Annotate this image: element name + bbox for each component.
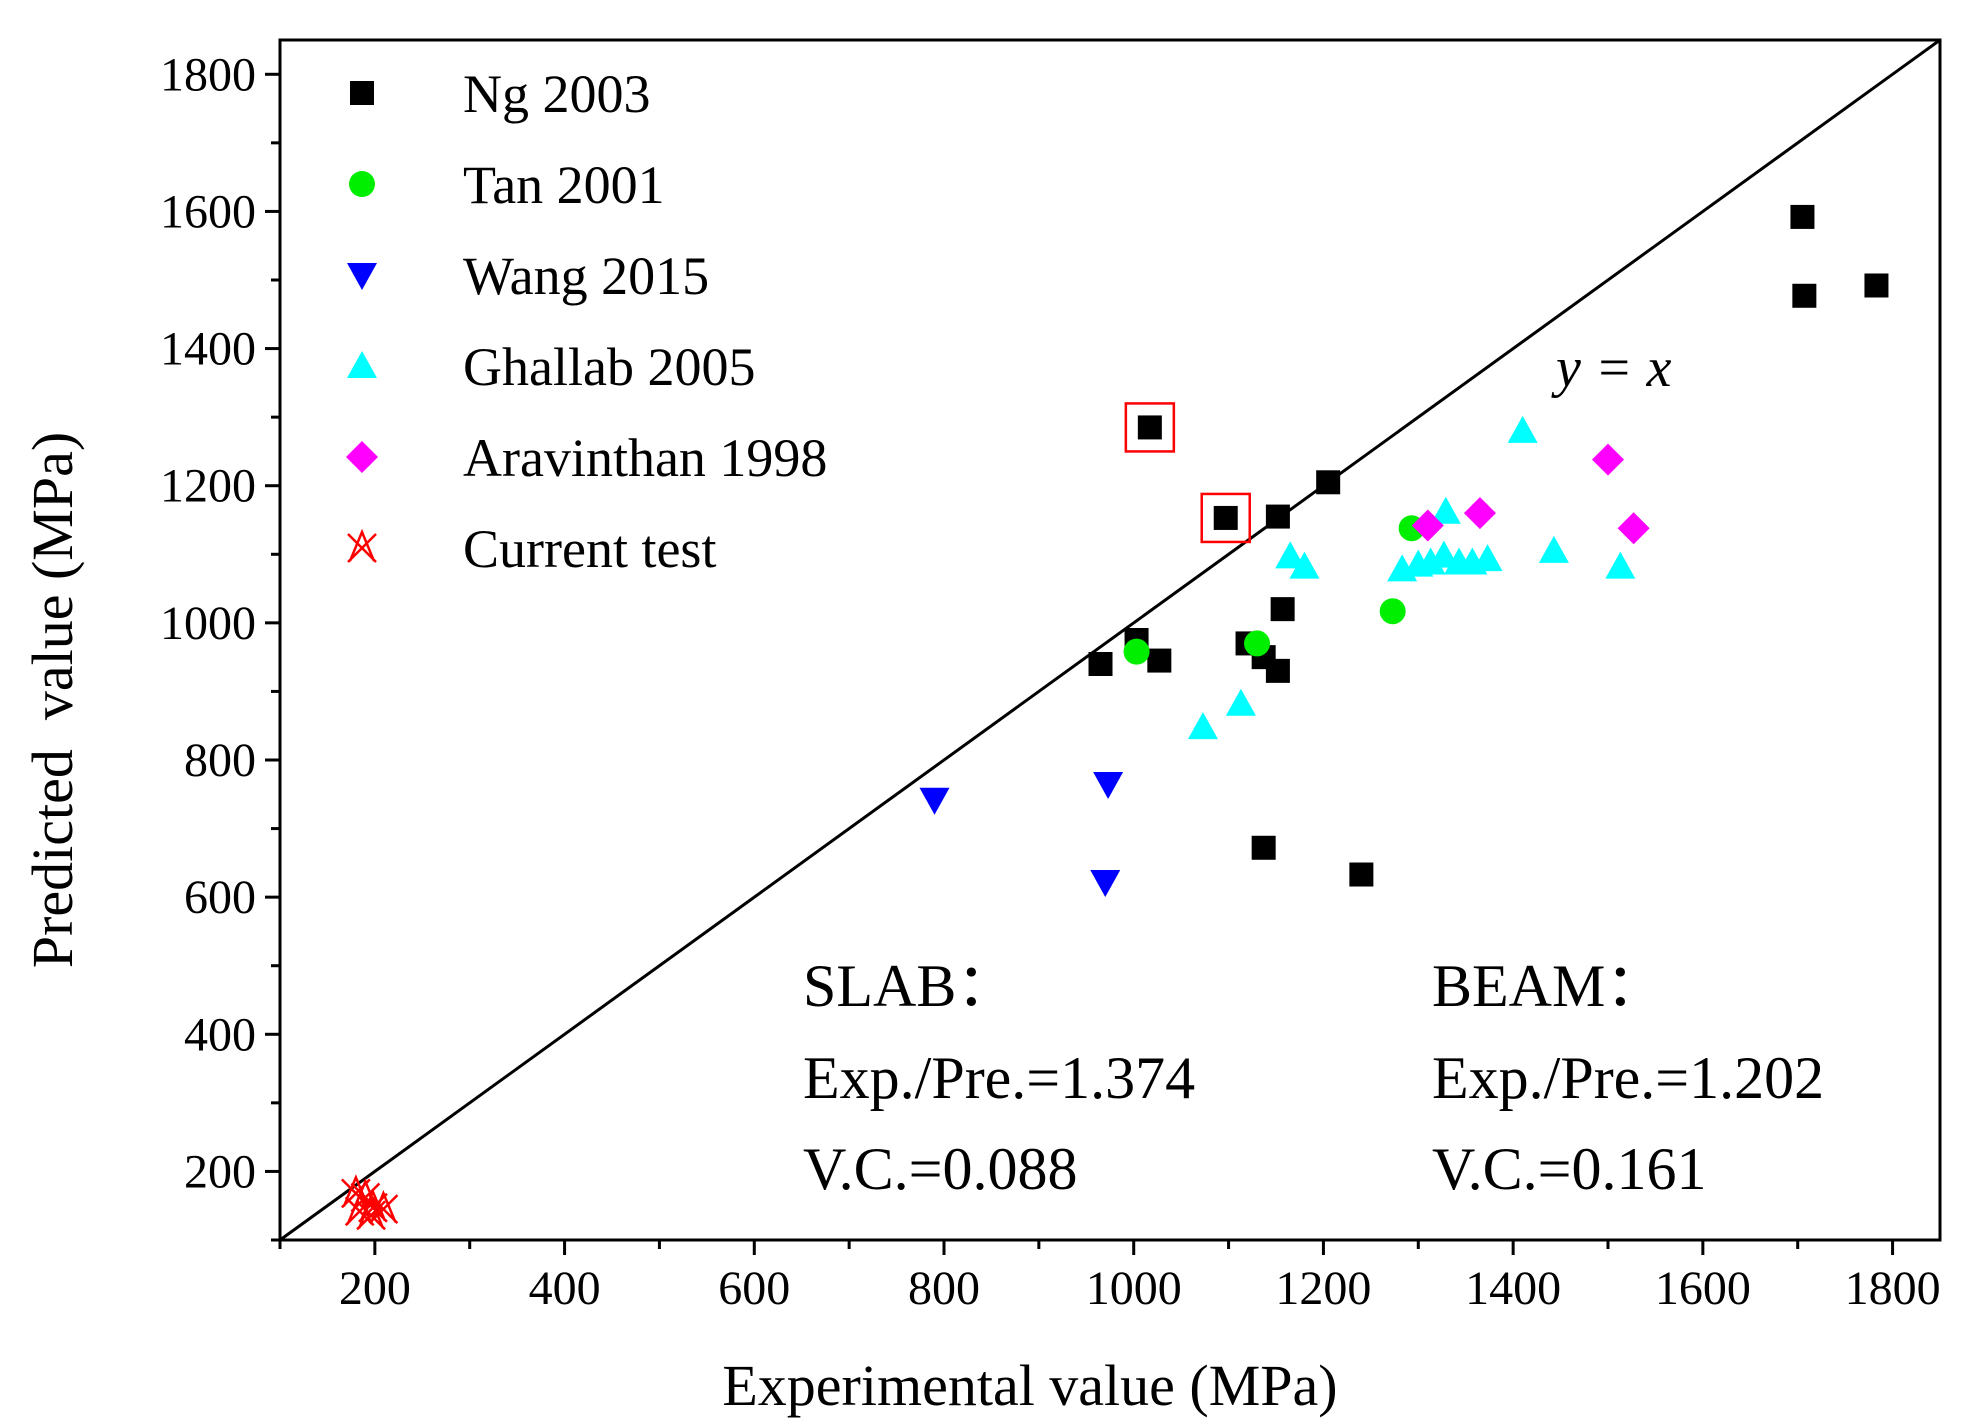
data-point — [1864, 273, 1889, 298]
legend-marker — [350, 81, 374, 105]
data-point — [1289, 551, 1320, 579]
data-point — [1123, 638, 1150, 665]
legend-marker — [347, 351, 377, 378]
data-point — [1592, 443, 1624, 476]
y-tick-label: 800 — [184, 734, 256, 787]
series-ng-2003 — [1088, 204, 1889, 887]
x-tick-label: 1400 — [1465, 1262, 1561, 1315]
data-point — [1251, 835, 1276, 860]
highlight-boxes — [1124, 402, 1251, 544]
data-point — [1463, 497, 1496, 530]
x-tick-label: 1200 — [1275, 1262, 1371, 1315]
y-tick-label: 1000 — [160, 597, 256, 650]
data-point — [1507, 415, 1538, 443]
x-tick-label: 1000 — [1086, 1262, 1182, 1315]
data-point — [1090, 870, 1121, 898]
y-tick-label: 600 — [184, 871, 256, 924]
series-aravinthan-1998 — [1411, 443, 1650, 545]
data-point — [1275, 541, 1306, 569]
x-tick-label: 1800 — [1845, 1262, 1941, 1315]
legend-label: Aravinthan 1998 — [463, 428, 827, 488]
data-point — [1316, 470, 1341, 495]
highlight-box — [1124, 402, 1176, 453]
data-point — [1265, 658, 1290, 683]
legend-marker — [347, 528, 377, 563]
x-tick-label: 200 — [339, 1262, 411, 1315]
legend-item: Current test — [347, 519, 716, 579]
axis-tick-labels: 200 400 600 800 1000 1200 1400 1600 1800 200 400 60… — [160, 48, 1941, 1315]
legend-label: Ghallab 2005 — [463, 337, 755, 397]
series-current-test — [341, 1174, 399, 1231]
y-tick-label: 1600 — [160, 185, 256, 238]
legend: Ng 2003 Tan 2001 Wang 2015 Ghallab 2005 Arav… — [346, 64, 827, 579]
x-tick-label: 800 — [908, 1262, 980, 1315]
data-point — [1605, 551, 1636, 579]
data-point — [1265, 504, 1290, 529]
legend-label: Ng 2003 — [463, 64, 651, 124]
series-ghallab-2005 — [1187, 415, 1636, 740]
data-point — [1088, 652, 1113, 676]
data-point — [1213, 505, 1238, 530]
beam-annotation: BEAM： Exp./Pre.=1.202 V.C.=0.161 — [1432, 953, 1824, 1202]
series-wang-2015 — [919, 772, 1124, 898]
legend-marker — [349, 171, 375, 197]
y-tick-label: 1200 — [160, 460, 256, 513]
y-axis-title: Predicted value (MPa) — [20, 432, 85, 968]
reference-line-label: y = x — [1551, 337, 1672, 399]
data-point — [1538, 535, 1569, 563]
highlight-box — [1200, 492, 1251, 544]
data-point — [1270, 597, 1295, 622]
y-tick-label: 200 — [184, 1145, 256, 1198]
y-tick-label: 1800 — [160, 48, 256, 101]
legend-item: Ghallab 2005 — [347, 337, 755, 397]
x-tick-label: 1600 — [1655, 1262, 1751, 1315]
legend-item: Tan 2001 — [349, 155, 665, 215]
plot-frame — [278, 38, 1942, 1242]
data-points — [341, 204, 1889, 1231]
data-point — [1187, 712, 1218, 740]
reference-line-y-equals-x — [279, 38, 1941, 1242]
legend-label: Current test — [463, 519, 716, 579]
data-point — [1349, 862, 1374, 887]
slab-heading: SLAB： — [803, 953, 1016, 1019]
beam-heading: BEAM： — [1432, 953, 1665, 1019]
data-point — [1472, 544, 1503, 572]
data-point — [1430, 496, 1461, 524]
data-point — [1617, 512, 1650, 545]
data-point — [1225, 688, 1256, 716]
legend-marker — [346, 441, 378, 473]
slab-vc: V.C.=0.088 — [803, 1136, 1077, 1202]
beam-ratio: Exp./Pre.=1.202 — [1432, 1045, 1824, 1111]
legend-marker — [347, 263, 377, 290]
legend-item: Wang 2015 — [347, 246, 709, 306]
data-point — [1093, 772, 1124, 799]
x-tick-label: 600 — [718, 1262, 790, 1315]
data-point — [1411, 509, 1444, 542]
slab-ratio: Exp./Pre.=1.374 — [803, 1045, 1195, 1111]
y-tick-label: 400 — [184, 1008, 256, 1061]
data-point — [1379, 598, 1406, 625]
data-point — [1415, 547, 1446, 575]
x-axis-title: Experimental value (MPa) — [722, 1353, 1337, 1418]
y-tick-label: 1400 — [160, 323, 256, 376]
data-point — [1137, 415, 1162, 440]
legend-label: Tan 2001 — [463, 155, 665, 215]
legend-label: Wang 2015 — [463, 246, 709, 306]
legend-item: Aravinthan 1998 — [346, 428, 827, 488]
data-point — [1147, 648, 1172, 673]
data-point — [1428, 540, 1459, 568]
slab-annotation: SLAB： Exp./Pre.=1.374 V.C.=0.088 — [803, 953, 1195, 1202]
data-point — [1790, 204, 1815, 229]
axis-ticks — [265, 72, 1895, 1255]
data-point — [356, 1196, 386, 1231]
legend-item: Ng 2003 — [350, 64, 651, 124]
beam-vc: V.C.=0.161 — [1432, 1136, 1706, 1202]
x-tick-label: 400 — [529, 1262, 601, 1315]
data-point — [1792, 283, 1817, 308]
series-tan-2001 — [1123, 515, 1425, 665]
data-point — [919, 787, 950, 815]
data-point — [1244, 630, 1271, 657]
